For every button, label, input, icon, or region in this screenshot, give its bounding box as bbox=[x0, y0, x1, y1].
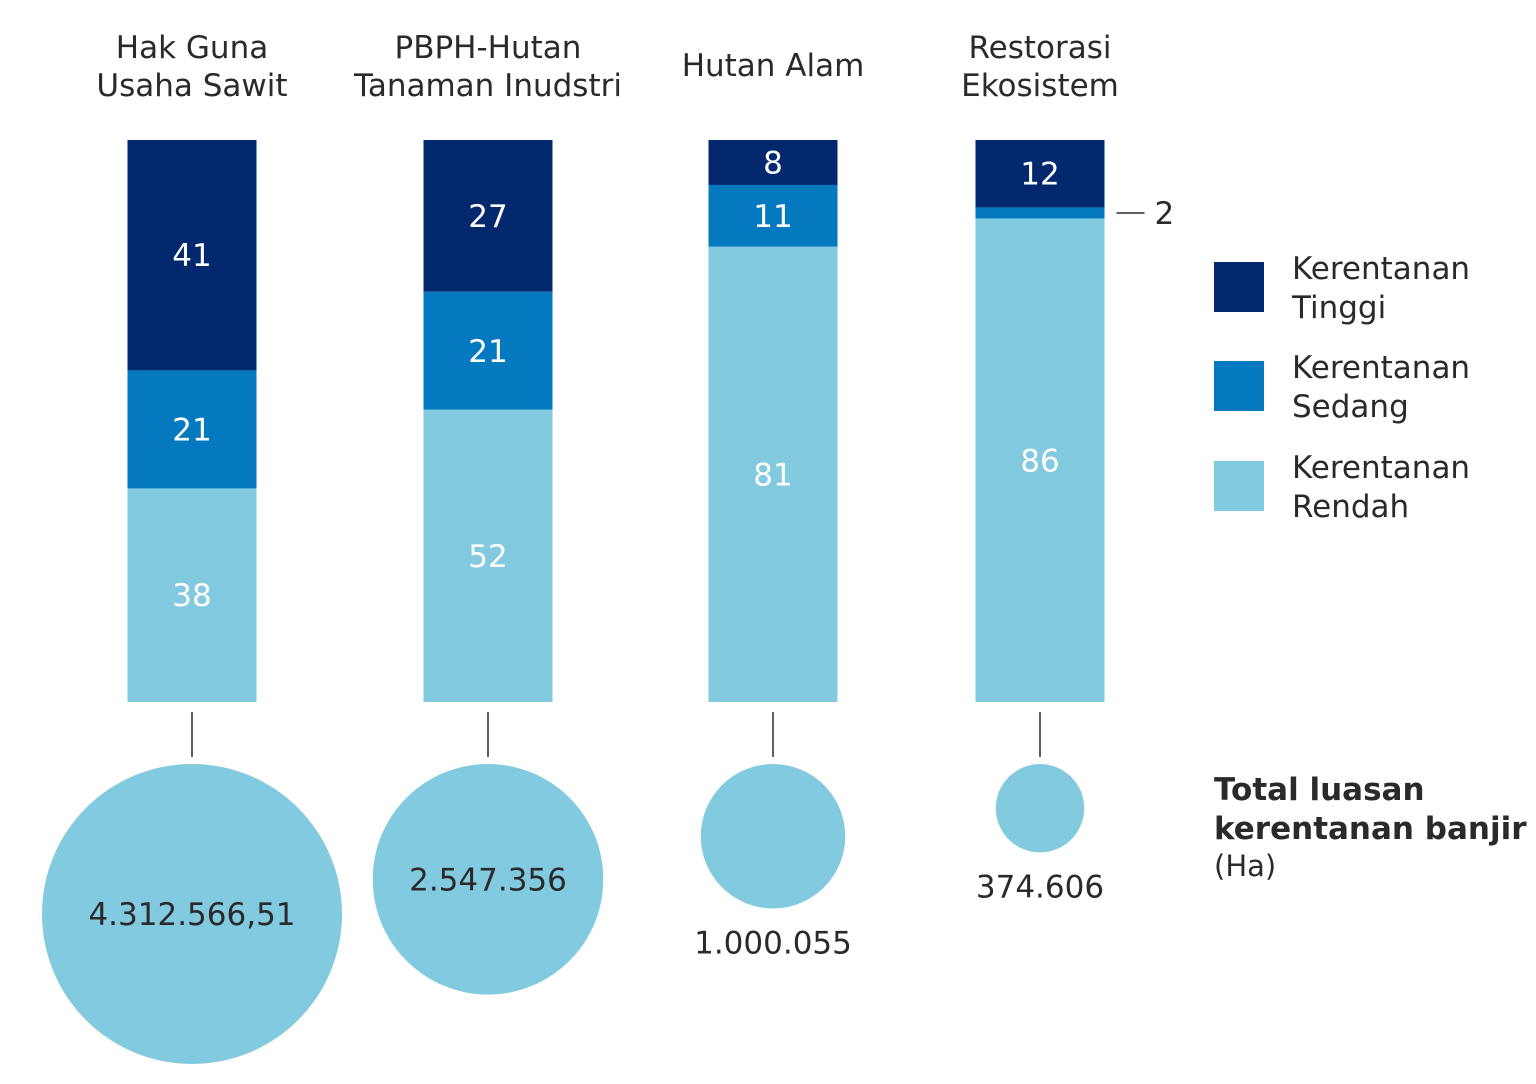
legend: Kerentanan Tinggi Kerentanan Sedang Kerentan… bbox=[1214, 251, 1470, 525]
bar-value-label: 12 bbox=[1020, 157, 1059, 193]
bar-segment bbox=[423, 291, 553, 410]
total-bubble bbox=[42, 764, 342, 1064]
bar-value-label: 11 bbox=[753, 199, 792, 235]
bar-segment bbox=[708, 246, 838, 702]
category-label: Hak Guna Usaha Sawit bbox=[96, 30, 287, 104]
stacked-bars: 41 21 38 27 21 52 8 11 81 12 86 2 bbox=[127, 140, 1175, 702]
bar-value-label: 52 bbox=[468, 539, 507, 575]
legend-swatch bbox=[1214, 461, 1264, 511]
bar-segment bbox=[423, 140, 553, 292]
bar-segment bbox=[127, 370, 257, 489]
bar-value-label: 21 bbox=[172, 412, 211, 448]
total-bubble bbox=[372, 764, 604, 995]
legend-swatch bbox=[1214, 262, 1264, 312]
legend-label: Kerentanan Sedang bbox=[1292, 350, 1470, 425]
total-bubble bbox=[995, 764, 1085, 853]
bar-value-label: 8 bbox=[763, 145, 783, 181]
bar-segment bbox=[423, 409, 553, 702]
bar-segment bbox=[708, 184, 838, 247]
legend-swatch bbox=[1214, 361, 1264, 411]
bar-segment bbox=[708, 140, 838, 185]
total-area-bubbles: 4.312.566,51 2.547.356 1.000.055 374.606 bbox=[42, 712, 1104, 1064]
legend-label: Kerentanan Tinggi bbox=[1291, 251, 1470, 326]
legend-label: Kerentanan Rendah bbox=[1292, 450, 1470, 525]
bar-value-label: 38 bbox=[172, 578, 211, 614]
total-bubble bbox=[700, 764, 846, 909]
bar-value-label: 81 bbox=[753, 457, 792, 493]
bar-value-label: 27 bbox=[468, 199, 507, 235]
total-area-note: Total luasan kerentanan banjir(Ha) bbox=[1214, 772, 1527, 883]
bar-segment bbox=[975, 207, 1105, 219]
bar-segment bbox=[127, 140, 257, 371]
total-value-label: 1.000.055 bbox=[694, 925, 852, 961]
bar-segment bbox=[975, 140, 1105, 208]
bar-value-label: 86 bbox=[1020, 443, 1059, 479]
total-area-title: Total luasan kerentanan banjir bbox=[1214, 772, 1527, 847]
bar-segment bbox=[127, 488, 257, 702]
bar-value-label: 41 bbox=[172, 238, 211, 274]
total-value-label: 4.312.566,51 bbox=[88, 897, 295, 933]
total-value-label: 2.547.356 bbox=[409, 862, 567, 898]
total-value-label: 374.606 bbox=[976, 869, 1104, 905]
category-label: Restorasi Ekosistem bbox=[961, 30, 1119, 104]
callout-label: 2 bbox=[1155, 196, 1175, 232]
category-label: PBPH-Hutan Tanaman Inudstri bbox=[353, 30, 622, 104]
category-label: Hutan Alam bbox=[682, 48, 865, 84]
total-area-unit: (Ha) bbox=[1214, 849, 1276, 883]
bar-segment bbox=[975, 218, 1105, 702]
bar-value-label: 21 bbox=[468, 334, 507, 370]
category-labels: Hak Guna Usaha Sawit PBPH-Hutan Tanaman Inu… bbox=[96, 30, 1118, 104]
